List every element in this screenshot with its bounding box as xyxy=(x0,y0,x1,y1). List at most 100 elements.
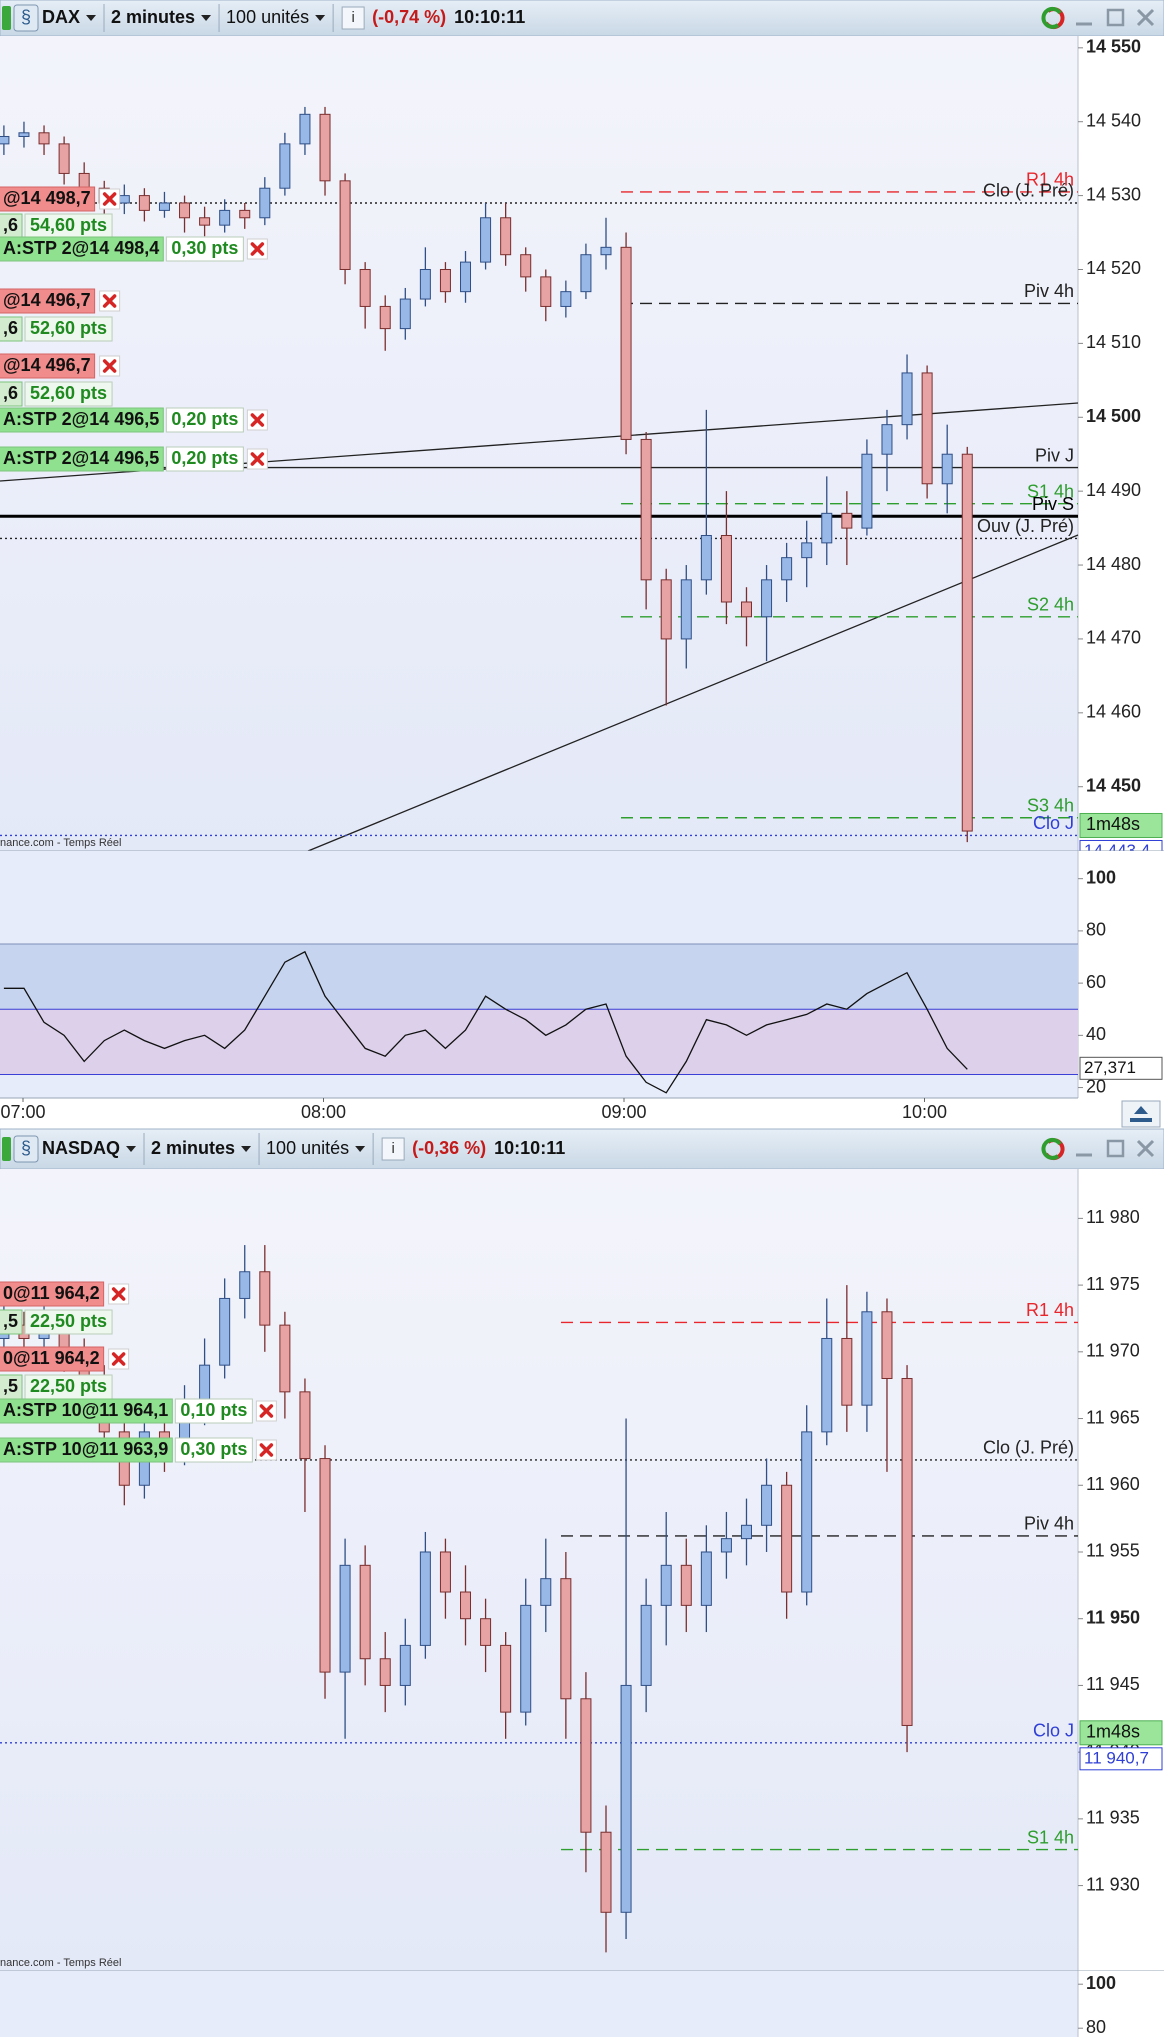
toolbar-quantity[interactable]: 100 unités xyxy=(266,1138,349,1158)
order-row: ,6 52,60 pts xyxy=(0,381,113,407)
toolbar-interval[interactable]: 2 minutes xyxy=(111,7,195,27)
points-box xyxy=(24,381,113,407)
maximize-button[interactable] xyxy=(1106,8,1125,27)
link-icon[interactable] xyxy=(2,1137,11,1161)
refresh-icon-2[interactable] xyxy=(1041,1137,1062,1160)
y-tick-label: 11 975 xyxy=(1086,1274,1140,1294)
candle-body xyxy=(199,217,211,226)
chain-icon[interactable] xyxy=(13,4,39,32)
trend-line xyxy=(307,534,1079,852)
y-tick-label: 14 530 xyxy=(1086,184,1141,204)
order-box[interactable] xyxy=(0,316,23,342)
candle-body xyxy=(620,1684,632,1913)
order-label[interactable]: A:STP 2@14 496,5 xyxy=(3,409,159,429)
order-row: ,5 22,50 pts xyxy=(0,1309,113,1335)
order-label[interactable]: ,5 xyxy=(3,1311,18,1331)
candle-body xyxy=(379,305,391,330)
points-box xyxy=(24,1309,113,1335)
order-label[interactable]: @14 498,7 xyxy=(3,188,91,208)
order-box[interactable] xyxy=(0,288,96,314)
level-label: R1 4h xyxy=(1026,170,1074,190)
close-button[interactable] xyxy=(1136,1139,1155,1158)
candle-body xyxy=(419,268,431,300)
refresh-icon-2[interactable] xyxy=(1041,6,1062,29)
order-label[interactable]: A:STP 2@14 496,5 xyxy=(3,448,159,468)
level-label: S2 4h xyxy=(1027,595,1074,615)
close-icon xyxy=(111,1287,126,1301)
y-tick-label: 11 935 xyxy=(1086,1808,1140,1828)
order-label[interactable]: 0@11 964,2 xyxy=(3,1348,100,1368)
candle-body xyxy=(580,1698,592,1833)
toolbar-interval[interactable]: 2 minutes xyxy=(151,1138,235,1158)
candle-body xyxy=(259,187,271,219)
candle-body xyxy=(319,113,331,182)
candle-body xyxy=(158,202,170,211)
chain-icon[interactable] xyxy=(13,1135,39,1163)
order-box[interactable] xyxy=(0,407,164,433)
order-label[interactable]: A:STP 2@14 498,4 xyxy=(3,238,159,258)
order-label[interactable]: ,5 xyxy=(3,1376,18,1396)
order-label[interactable]: @14 496,7 xyxy=(3,290,91,310)
order-box[interactable] xyxy=(0,1309,23,1335)
order-box[interactable] xyxy=(0,381,23,407)
maximize-button[interactable] xyxy=(1106,1139,1125,1158)
candle-body xyxy=(720,1538,732,1553)
toolbar-background xyxy=(0,1128,1164,1170)
dropdown-arrow xyxy=(241,1146,252,1152)
rsi-background xyxy=(0,1971,1078,2037)
toolbar-symbol[interactable]: DAX xyxy=(42,7,80,27)
order-box[interactable] xyxy=(0,1346,105,1372)
y-tick-label: 14 510 xyxy=(1086,332,1141,352)
order-box[interactable] xyxy=(0,446,164,472)
order-row: A:STP 2@14 498,4 0,30 pts xyxy=(0,236,268,262)
rsi-upper-band xyxy=(0,943,1078,1010)
dropdown-arrow xyxy=(315,15,326,21)
order-row: A:STP 2@14 496,5 0,20 pts xyxy=(0,407,268,433)
toolbar-quantity[interactable]: 100 unités xyxy=(226,7,309,27)
close-icon xyxy=(102,192,117,206)
time-label: 07:00 xyxy=(0,1102,45,1122)
candle-body xyxy=(439,1551,451,1593)
candle-body xyxy=(299,1391,311,1460)
rsi-tick-label: 100 xyxy=(1086,1973,1116,1993)
y-tick-label: 11 980 xyxy=(1086,1207,1140,1227)
dropdown-arrow xyxy=(126,1146,137,1152)
order-label[interactable]: A:STP 10@11 963,9 xyxy=(3,1439,168,1459)
candle-body xyxy=(660,579,672,640)
y-tick-label: 14 520 xyxy=(1086,258,1141,278)
candle-body xyxy=(841,1337,853,1406)
order-row: A:STP 10@11 963,9 0,30 pts xyxy=(0,1437,277,1463)
price-axis-background xyxy=(1078,1169,1164,1971)
order-box[interactable] xyxy=(0,1398,173,1424)
order-row: A:STP 10@11 964,1 0,10 pts xyxy=(0,1398,277,1424)
info-button[interactable] xyxy=(381,1137,405,1161)
y-tick-label: 14 500 xyxy=(1086,406,1141,426)
candle-body xyxy=(781,1484,793,1593)
order-label[interactable]: @14 496,7 xyxy=(3,355,91,375)
link-icon[interactable] xyxy=(2,6,11,30)
order-box[interactable] xyxy=(0,1281,105,1307)
price-axis-background xyxy=(1078,36,1164,851)
order-label[interactable]: 0@11 964,2 xyxy=(3,1283,100,1303)
order-box[interactable] xyxy=(0,1437,173,1463)
order-label[interactable]: ,6 xyxy=(3,215,18,235)
level-label: Piv J xyxy=(1035,445,1074,465)
order-label[interactable]: ,6 xyxy=(3,318,18,338)
candle-body xyxy=(700,1551,712,1606)
info-button[interactable] xyxy=(341,6,365,30)
order-box[interactable] xyxy=(0,186,96,212)
order-box[interactable] xyxy=(0,236,164,262)
close-icon xyxy=(250,413,265,427)
rsi-lower-band xyxy=(0,1009,1078,1075)
data-source: nance.com - Temps Réel xyxy=(0,1957,121,1969)
order-points: 0,30 pts xyxy=(180,1439,247,1459)
order-row: ,6 52,60 pts xyxy=(0,316,113,342)
order-label[interactable]: A:STP 10@11 964,1 xyxy=(3,1400,168,1420)
order-label[interactable]: ,6 xyxy=(3,383,18,403)
close-button[interactable] xyxy=(1136,8,1155,27)
order-box[interactable] xyxy=(0,353,96,379)
y-tick-label: 11 930 xyxy=(1086,1874,1140,1894)
toolbar-symbol[interactable]: NASDAQ xyxy=(42,1138,120,1158)
